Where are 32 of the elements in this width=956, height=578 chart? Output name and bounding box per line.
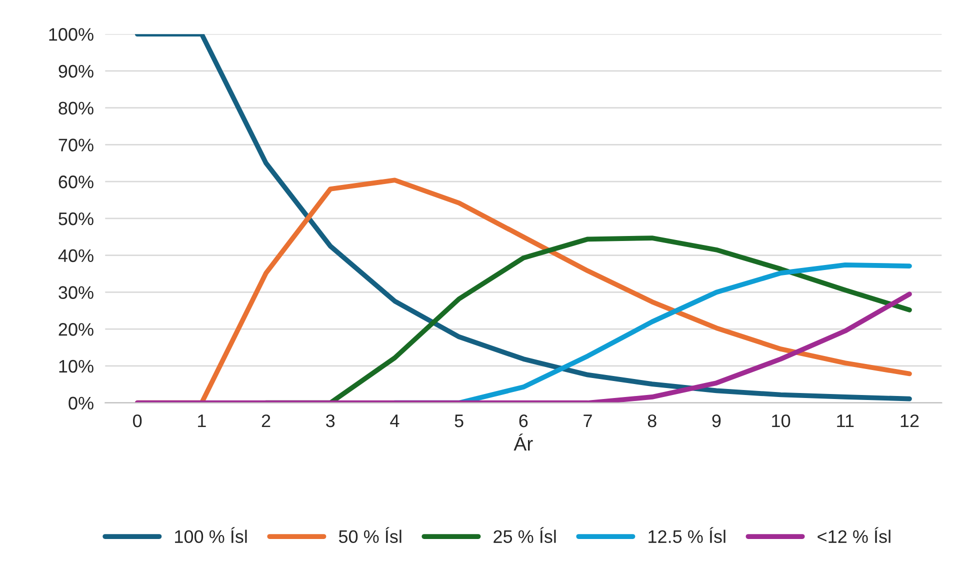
x-tick-label: 5 (454, 414, 464, 428)
y-tick-label: 50% (58, 212, 94, 226)
y-tick-label: 100% (49, 28, 94, 41)
x-tick-label: 3 (326, 414, 335, 428)
legend-label: 12.5 % Ísl (648, 527, 726, 544)
x-tick-label: 11 (837, 414, 854, 428)
x-tick-label: 7 (584, 414, 592, 428)
y-tick-label: 70% (58, 138, 94, 152)
y-tick-label: 60% (58, 176, 94, 188)
line-series (134, 34, 912, 402)
x-axis-title: Ár (514, 434, 533, 450)
legend-label: 100 % Ísl (175, 527, 247, 544)
x-tick-label: 6 (519, 414, 528, 428)
y-tick-label: 40% (58, 249, 94, 262)
y-tick-label: 20% (58, 323, 94, 336)
x-tick-label: 1 (198, 414, 206, 428)
y-tick-label: 10% (59, 360, 94, 373)
x-tick-label: 12 (900, 414, 919, 428)
legend-label: 50 % Ísl (338, 527, 402, 544)
line-series (134, 292, 912, 403)
legend-label: <12 % Ísl (818, 527, 890, 544)
x-tick-label: 4 (390, 414, 400, 428)
x-tick-label: 2 (262, 414, 270, 428)
y-tick-label: 80% (58, 102, 94, 115)
y-tick-label: 0% (68, 396, 94, 410)
y-tick-label: 90% (58, 64, 94, 78)
legend-label: 25 % Ísl (494, 527, 556, 544)
x-tick-label: 10 (772, 414, 790, 428)
y-tick-label: 30% (58, 286, 94, 299)
x-tick-label: 0 (133, 414, 142, 428)
x-tick-label: 8 (648, 414, 656, 428)
x-tick-label: 9 (712, 414, 721, 428)
